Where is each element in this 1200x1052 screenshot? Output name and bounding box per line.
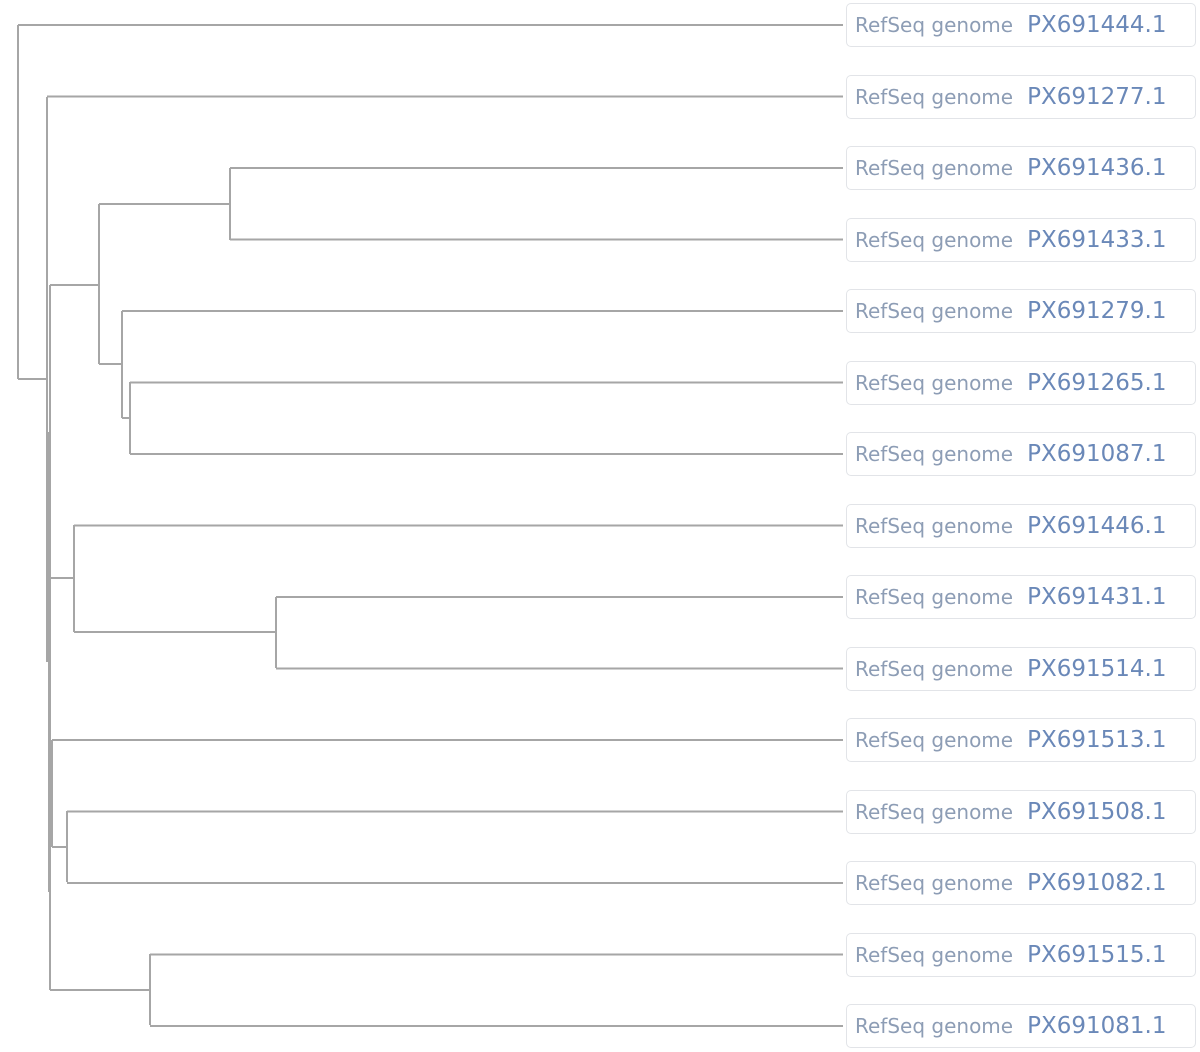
- leaf-label[interactable]: RefSeq genome PX691514.1: [846, 646, 1196, 691]
- leaf-source-label: RefSeq genome: [855, 871, 1014, 895]
- leaf-accession-link[interactable]: PX691513.1: [1027, 727, 1167, 753]
- leaf-source-label: RefSeq genome: [855, 299, 1014, 323]
- leaf-label[interactable]: RefSeq genome PX691513.1: [846, 718, 1196, 762]
- leaf-label[interactable]: RefSeq genome PX691277.1: [846, 74, 1196, 119]
- leaf-source-label: RefSeq genome: [855, 513, 1014, 538]
- leaf-source-label: RefSeq genome: [855, 728, 1014, 752]
- leaf-source-label: RefSeq genome: [855, 370, 1014, 395]
- leaf-accession-link[interactable]: PX691279.1: [1027, 298, 1167, 324]
- leaf-label[interactable]: RefSeq genome PX691446.1: [846, 503, 1196, 548]
- leaf-label[interactable]: RefSeq genome PX691087.1: [846, 432, 1196, 476]
- leaf-label[interactable]: RefSeq genome PX691265.1: [846, 360, 1196, 405]
- leaf-label[interactable]: RefSeq genome PX691082.1: [846, 861, 1196, 905]
- leaf-source-label: RefSeq genome: [855, 942, 1014, 967]
- leaf-source-label: RefSeq genome: [855, 656, 1014, 681]
- leaf-source-label: RefSeq genome: [855, 1014, 1014, 1038]
- leaf-accession-link[interactable]: PX691446.1: [1027, 512, 1167, 539]
- leaf-label[interactable]: RefSeq genome PX691436.1: [846, 146, 1196, 190]
- leaf-source-label: RefSeq genome: [855, 84, 1014, 109]
- leaf-source-label: RefSeq genome: [855, 585, 1014, 609]
- leaf-accession-link[interactable]: PX691508.1: [1027, 798, 1167, 825]
- leaf-label[interactable]: RefSeq genome PX691444.1: [846, 3, 1196, 47]
- leaf-label[interactable]: RefSeq genome PX691508.1: [846, 789, 1196, 834]
- leaf-accession-link[interactable]: PX691265.1: [1027, 369, 1167, 396]
- leaf-source-label: RefSeq genome: [855, 156, 1014, 180]
- leaf-accession-link[interactable]: PX691444.1: [1027, 12, 1167, 38]
- leaf-accession-link[interactable]: PX691433.1: [1027, 226, 1167, 253]
- leaf-accession-link[interactable]: PX691277.1: [1027, 83, 1167, 110]
- leaf-accession-link[interactable]: PX691436.1: [1027, 155, 1167, 181]
- leaf-label[interactable]: RefSeq genome PX691279.1: [846, 289, 1196, 333]
- leaf-source-label: RefSeq genome: [855, 442, 1014, 466]
- leaf-source-label: RefSeq genome: [855, 13, 1014, 37]
- leaf-accession-link[interactable]: PX691087.1: [1027, 441, 1167, 467]
- leaf-accession-link[interactable]: PX691082.1: [1027, 870, 1167, 896]
- leaf-source-label: RefSeq genome: [855, 227, 1014, 252]
- leaf-accession-link[interactable]: PX691081.1: [1027, 1013, 1167, 1039]
- leaf-label[interactable]: RefSeq genome PX691081.1: [846, 1004, 1196, 1048]
- leaf-accession-link[interactable]: PX691431.1: [1027, 584, 1167, 610]
- leaf-label[interactable]: RefSeq genome PX691431.1: [846, 575, 1196, 619]
- leaf-label[interactable]: RefSeq genome PX691515.1: [846, 932, 1196, 977]
- leaf-accession-link[interactable]: PX691514.1: [1027, 655, 1167, 682]
- leaf-label[interactable]: RefSeq genome PX691433.1: [846, 217, 1196, 262]
- leaf-accession-link[interactable]: PX691515.1: [1027, 941, 1167, 968]
- leaf-source-label: RefSeq genome: [855, 799, 1014, 824]
